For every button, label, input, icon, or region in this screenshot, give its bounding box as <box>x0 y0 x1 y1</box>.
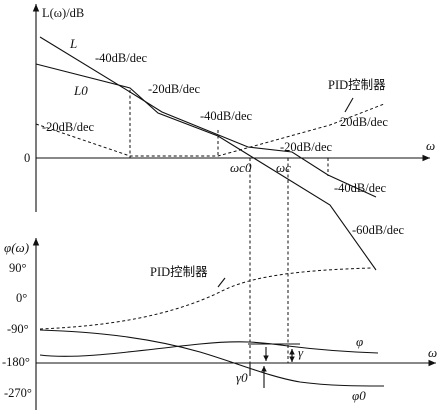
pid-phase-curve <box>39 267 373 330</box>
tick-neg270: -270° <box>4 386 32 400</box>
mag-x-axis-label: ω <box>426 138 435 153</box>
slope-label-pid-2: 20dB/dec <box>340 115 388 129</box>
mag-zero-label: 0 <box>24 151 30 165</box>
pid-magnitude-curve <box>35 103 385 157</box>
phase-x-axis-label: ω <box>428 345 437 360</box>
curve-L0 <box>35 63 377 271</box>
phi-label: φ <box>356 334 363 349</box>
pid-label-leader <box>344 97 354 113</box>
slope-label-3: -40dB/dec <box>200 109 253 123</box>
tick-neg180: -180° <box>2 355 30 369</box>
pid-mag-label: PID控制器 <box>328 78 386 92</box>
slope-label-2: -20dB/dec <box>148 82 201 96</box>
phi0-label: φ0 <box>352 388 366 403</box>
slope-label-6: -60dB/dec <box>352 223 405 237</box>
crossover-c0-label: ωc0 <box>230 160 252 175</box>
curve-L0-label: L0 <box>73 83 88 98</box>
slope-label-5: -40dB/dec <box>334 181 387 195</box>
phase-y-axis-label: φ(ω) <box>4 240 29 255</box>
slope-label-1: -40dB/dec <box>95 51 148 65</box>
crossover-c-label: ωc <box>276 160 291 175</box>
pid-phase-label: PID控制器 <box>150 265 208 279</box>
mag-y-axis-label: L(ω)/dB <box>42 6 84 20</box>
curve-L-label: L <box>69 36 77 51</box>
curve-phi0 <box>39 329 385 387</box>
gamma0-label: γ0 <box>236 370 248 385</box>
gamma-label: γ <box>298 345 304 360</box>
tick-0: 0° <box>16 291 27 305</box>
tick-90: 90° <box>9 261 27 275</box>
curve-phi <box>39 341 379 357</box>
slope-label-4: -20dB/dec <box>280 140 333 154</box>
slope-label-pid-1: -20dB/dec <box>42 120 95 134</box>
pid-phase-leader <box>217 277 226 288</box>
tick-neg90: -90° <box>7 322 29 336</box>
